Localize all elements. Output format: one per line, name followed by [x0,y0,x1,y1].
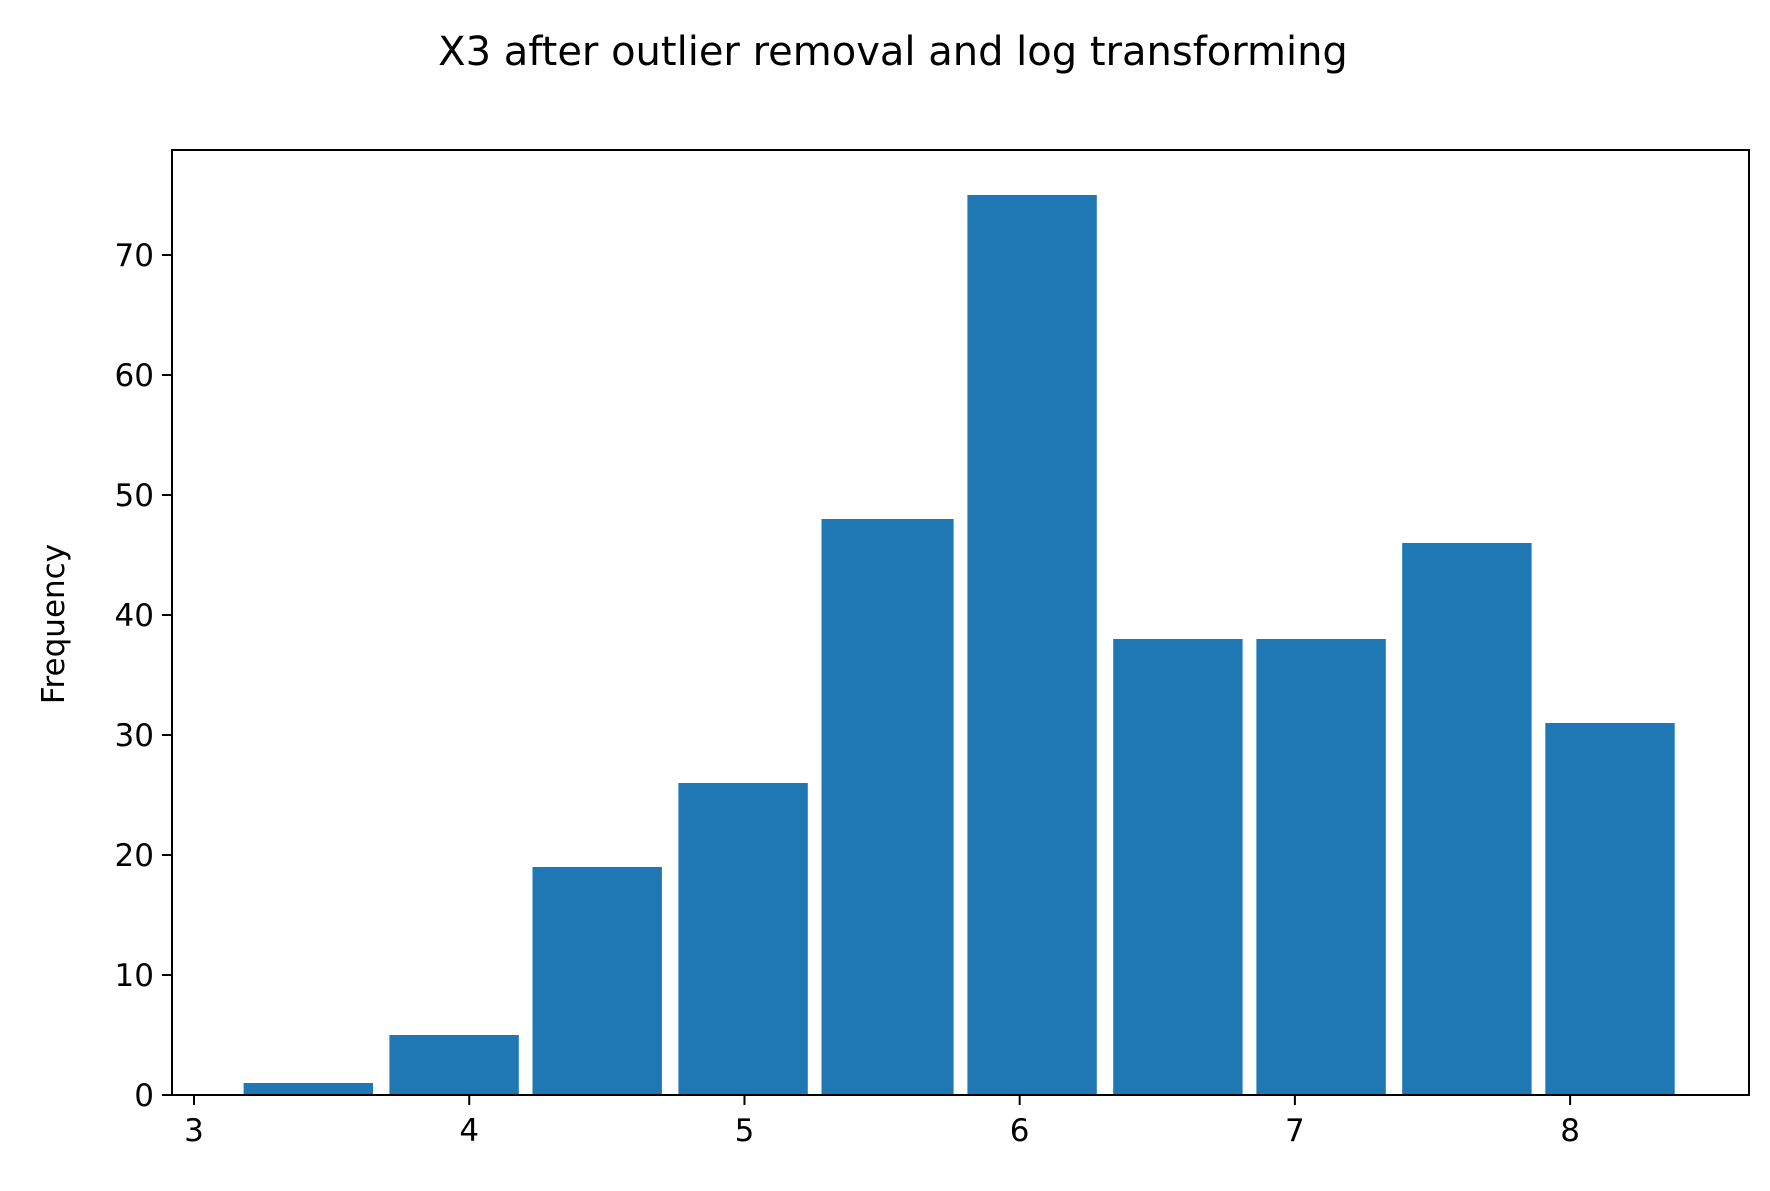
y-axis-label: Frequency [36,544,72,704]
x-tick-label: 6 [1010,1113,1030,1149]
y-tick-label: 30 [115,718,154,754]
chart-title: X3 after outlier removal and log transfo… [438,29,1348,75]
y-tick-label: 40 [115,598,154,634]
y-tick-label: 10 [115,958,154,994]
bars-group [243,195,1675,1095]
y-axis-ticks: 0 10 20 30 40 50 60 70 [115,238,172,1114]
y-tick-label: 20 [115,838,154,874]
x-tick-label: 5 [735,1113,755,1149]
y-tick-label: 0 [134,1078,154,1114]
histogram-bar-2 [389,1035,519,1095]
histogram-bar-3 [532,867,662,1095]
x-axis-ticks: 3 4 5 6 7 8 [184,1095,1580,1149]
histogram-bar-8 [1256,639,1386,1095]
histogram-bar-6 [967,195,1097,1095]
histogram-bar-4 [678,783,808,1095]
histogram-bar-10 [1545,723,1675,1095]
histogram-bar-1 [243,1083,373,1095]
x-tick-label: 3 [184,1113,204,1149]
x-tick-label: 7 [1285,1113,1305,1149]
y-tick-label: 60 [115,358,154,394]
histogram-bar-5 [821,519,954,1095]
y-tick-label: 50 [115,478,154,514]
histogram-bar-7 [1113,639,1243,1095]
y-tick-label: 70 [115,238,154,274]
x-tick-label: 4 [459,1113,479,1149]
plot-frame [171,149,1750,1096]
x-tick-label: 8 [1560,1113,1580,1149]
histogram-bar-9 [1402,543,1532,1095]
